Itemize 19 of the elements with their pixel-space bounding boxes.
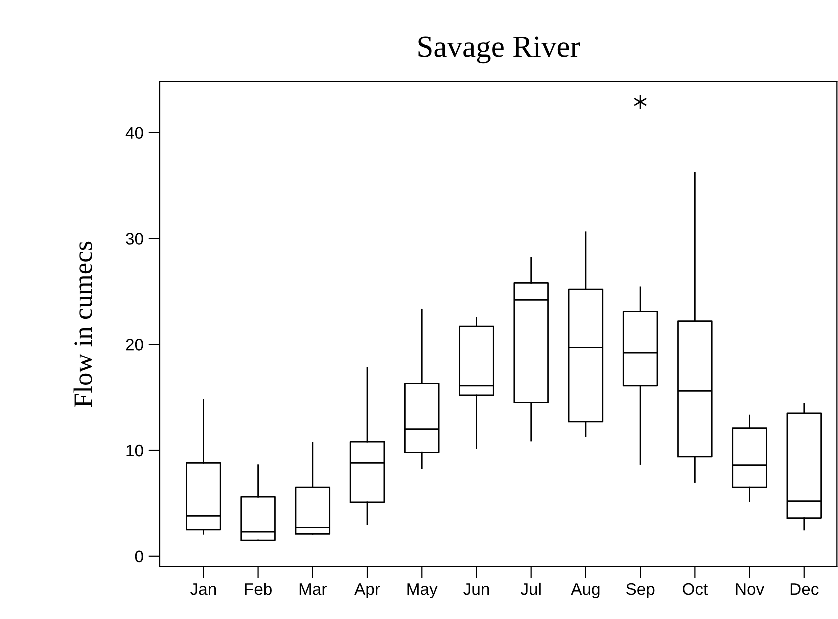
- x-tick-label: Sep: [626, 583, 655, 599]
- x-tick-label: Mar: [300, 584, 327, 596]
- x-tick-label: Nov: [736, 584, 765, 596]
- x-tick-label: Feb: [245, 582, 272, 596]
- x-tick-label: Apr: [354, 584, 380, 599]
- x-tick-label: Jan: [190, 584, 216, 596]
- x-tick-label: Dec: [790, 584, 819, 596]
- y-tick-label: 20: [126, 339, 144, 351]
- x-tick-label: Jul: [520, 582, 541, 596]
- x-tick-label: Aug: [571, 584, 600, 599]
- y-tick-label: 40: [126, 127, 144, 140]
- chart-title: Savage River: [418, 36, 580, 64]
- y-axis-title: Flow in cumecs: [74, 242, 92, 408]
- y-tick-label: 0: [135, 550, 144, 563]
- y-tick-label: 30: [126, 233, 144, 245]
- x-tick-label: May: [408, 584, 438, 599]
- x-tick-label: Oct: [683, 583, 708, 596]
- y-tick-label: 10: [126, 444, 144, 457]
- x-tick-label: Jun: [464, 584, 490, 596]
